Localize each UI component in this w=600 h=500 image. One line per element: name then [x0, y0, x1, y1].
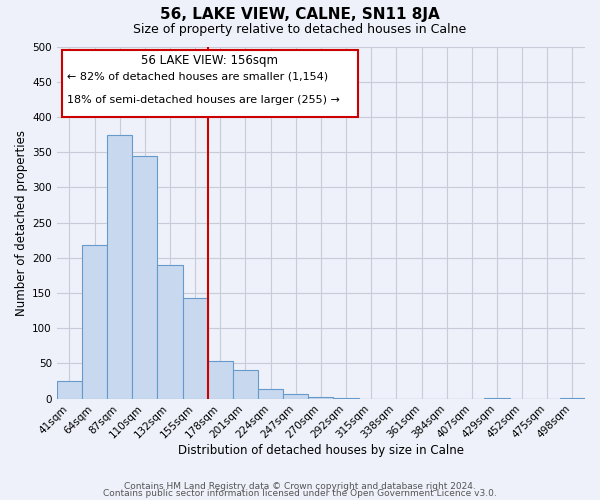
Bar [233, 370, 258, 398]
Text: Size of property relative to detached houses in Calne: Size of property relative to detached ho… [133, 22, 467, 36]
Bar [132, 156, 157, 398]
Bar [107, 134, 132, 398]
Bar [57, 381, 82, 398]
Text: 56 LAKE VIEW: 156sqm: 56 LAKE VIEW: 156sqm [142, 54, 278, 66]
Bar [283, 394, 308, 398]
Bar [208, 360, 233, 399]
Bar [82, 245, 107, 398]
X-axis label: Distribution of detached houses by size in Calne: Distribution of detached houses by size … [178, 444, 464, 458]
Text: ← 82% of detached houses are smaller (1,154): ← 82% of detached houses are smaller (1,… [67, 72, 328, 82]
Bar [258, 390, 283, 398]
Bar [182, 298, 208, 398]
Text: Contains public sector information licensed under the Open Government Licence v3: Contains public sector information licen… [103, 489, 497, 498]
Bar [157, 265, 182, 398]
Y-axis label: Number of detached properties: Number of detached properties [15, 130, 28, 316]
FancyBboxPatch shape [62, 50, 358, 117]
Bar [308, 397, 334, 398]
Text: 56, LAKE VIEW, CALNE, SN11 8JA: 56, LAKE VIEW, CALNE, SN11 8JA [160, 8, 440, 22]
Text: 18% of semi-detached houses are larger (255) →: 18% of semi-detached houses are larger (… [67, 95, 340, 105]
Text: Contains HM Land Registry data © Crown copyright and database right 2024.: Contains HM Land Registry data © Crown c… [124, 482, 476, 491]
